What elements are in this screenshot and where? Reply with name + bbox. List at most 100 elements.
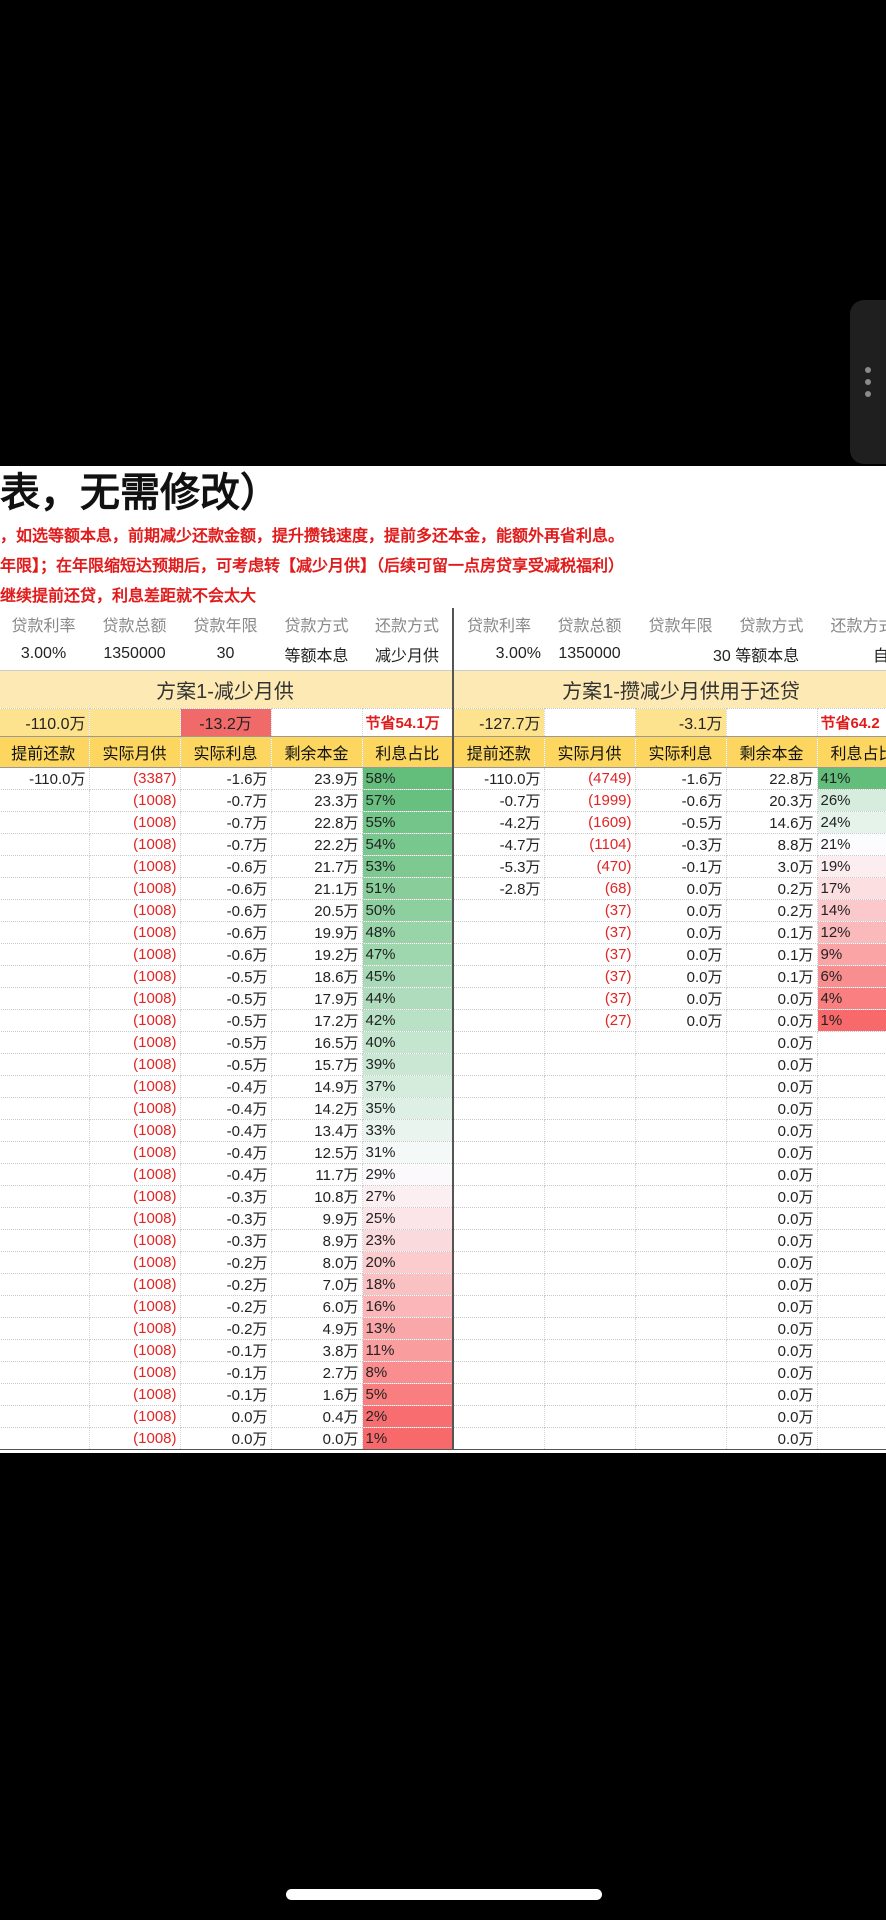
remaining-principal-cell[interactable]: 0.0万 xyxy=(726,1141,818,1164)
monthly-payment-cell[interactable]: (1008) xyxy=(89,965,181,988)
remaining-principal-cell[interactable]: 21.7万 xyxy=(271,855,363,878)
interest-ratio-cell[interactable]: 35% xyxy=(362,1097,454,1120)
prepay-cell[interactable]: -110.0万 xyxy=(453,767,545,790)
interest-cell[interactable]: -0.4万 xyxy=(180,1097,272,1120)
interest-cell[interactable] xyxy=(635,1361,727,1384)
remaining-principal-cell[interactable]: 15.7万 xyxy=(271,1053,363,1076)
monthly-payment-cell[interactable]: (68) xyxy=(544,877,636,900)
monthly-payment-cell[interactable] xyxy=(544,1361,636,1384)
interest-ratio-cell[interactable]: 45% xyxy=(362,965,454,988)
monthly-payment-cell[interactable]: (1008) xyxy=(89,1295,181,1318)
interest-cell[interactable]: -0.3万 xyxy=(635,833,727,856)
prepay-cell[interactable] xyxy=(0,1361,90,1384)
interest-ratio-cell[interactable]: 24% xyxy=(817,811,886,834)
interest-ratio-cell[interactable] xyxy=(817,1317,886,1340)
prepay-cell[interactable] xyxy=(453,1075,545,1098)
remaining-principal-cell[interactable]: 6.0万 xyxy=(271,1295,363,1318)
interest-ratio-cell[interactable]: 31% xyxy=(362,1141,454,1164)
prepay-cell[interactable] xyxy=(0,1295,90,1318)
prepay-cell[interactable] xyxy=(453,1339,545,1362)
monthly-payment-cell[interactable] xyxy=(544,1295,636,1318)
interest-ratio-cell[interactable]: 41% xyxy=(817,767,886,790)
interest-cell[interactable]: -0.3万 xyxy=(180,1185,272,1208)
monthly-payment-cell[interactable]: (1008) xyxy=(89,789,181,812)
remaining-principal-cell[interactable]: 0.0万 xyxy=(726,1075,818,1098)
monthly-payment-cell[interactable]: (1008) xyxy=(89,921,181,944)
remaining-principal-cell[interactable]: 12.5万 xyxy=(271,1141,363,1164)
monthly-payment-cell[interactable]: (1008) xyxy=(89,1207,181,1230)
prepay-cell[interactable] xyxy=(453,1009,545,1032)
remaining-principal-cell[interactable]: 0.0万 xyxy=(726,1339,818,1362)
monthly-payment-cell[interactable]: (3387) xyxy=(89,767,181,790)
interest-ratio-cell[interactable]: 12% xyxy=(817,921,886,944)
side-handle[interactable] xyxy=(850,300,886,464)
remaining-principal-cell[interactable]: 3.8万 xyxy=(271,1339,363,1362)
monthly-payment-cell[interactable]: (1104) xyxy=(544,833,636,856)
interest-cell[interactable]: -0.4万 xyxy=(180,1119,272,1142)
remaining-principal-cell[interactable]: 22.8万 xyxy=(726,767,818,790)
interest-ratio-cell[interactable]: 26% xyxy=(817,789,886,812)
interest-ratio-cell[interactable] xyxy=(817,1383,886,1406)
home-indicator[interactable] xyxy=(286,1889,602,1900)
interest-ratio-cell[interactable]: 40% xyxy=(362,1031,454,1054)
prepay-cell[interactable] xyxy=(453,943,545,966)
remaining-principal-cell[interactable]: 1.6万 xyxy=(271,1383,363,1406)
monthly-payment-cell[interactable]: (1008) xyxy=(89,1405,181,1428)
monthly-payment-cell[interactable]: (1008) xyxy=(89,877,181,900)
monthly-payment-cell[interactable] xyxy=(544,1163,636,1186)
monthly-payment-cell[interactable]: (1008) xyxy=(89,855,181,878)
prepay-cell[interactable] xyxy=(453,1427,545,1450)
years-cell[interactable]: 30 xyxy=(180,639,271,671)
prepay-cell[interactable] xyxy=(0,1427,90,1450)
remaining-principal-cell[interactable]: 10.8万 xyxy=(271,1185,363,1208)
interest-cell[interactable] xyxy=(635,1207,727,1230)
monthly-payment-cell[interactable] xyxy=(544,1097,636,1120)
prepay-cell[interactable] xyxy=(453,1097,545,1120)
monthly-payment-cell[interactable]: (37) xyxy=(544,899,636,922)
interest-cell[interactable]: -1.6万 xyxy=(635,767,727,790)
monthly-payment-cell[interactable] xyxy=(544,1339,636,1362)
interest-cell[interactable] xyxy=(635,1229,727,1252)
interest-ratio-cell[interactable]: 17% xyxy=(817,877,886,900)
interest-cell[interactable] xyxy=(635,1273,727,1296)
remaining-principal-cell[interactable]: 0.0万 xyxy=(726,1207,818,1230)
prepay-cell[interactable]: -2.8万 xyxy=(453,877,545,900)
monthly-payment-cell[interactable]: (1008) xyxy=(89,1383,181,1406)
prepay-cell[interactable] xyxy=(0,943,90,966)
remaining-principal-cell[interactable]: 4.9万 xyxy=(271,1317,363,1340)
interest-ratio-cell[interactable] xyxy=(817,1427,886,1450)
monthly-payment-cell[interactable]: (1008) xyxy=(89,1141,181,1164)
interest-cell[interactable]: -0.2万 xyxy=(180,1251,272,1274)
prepay-cell[interactable] xyxy=(0,789,90,812)
remaining-principal-cell[interactable]: 19.2万 xyxy=(271,943,363,966)
interest-ratio-cell[interactable] xyxy=(817,1229,886,1252)
prepay-cell[interactable] xyxy=(0,1383,90,1406)
interest-cell[interactable]: 0.0万 xyxy=(180,1427,272,1450)
interest-cell[interactable]: -0.2万 xyxy=(180,1295,272,1318)
prepay-cell[interactable] xyxy=(0,1339,90,1362)
interest-cell[interactable] xyxy=(635,1185,727,1208)
monthly-payment-cell[interactable]: (1008) xyxy=(89,1097,181,1120)
monthly-payment-cell[interactable]: (1008) xyxy=(89,1251,181,1274)
interest-ratio-cell[interactable] xyxy=(817,1075,886,1098)
prepay-cell[interactable] xyxy=(0,833,90,856)
remaining-principal-cell[interactable]: 0.0万 xyxy=(726,1383,818,1406)
remaining-principal-cell[interactable]: 13.4万 xyxy=(271,1119,363,1142)
remaining-principal-cell[interactable]: 0.0万 xyxy=(726,1185,818,1208)
prepay-cell[interactable] xyxy=(0,1075,90,1098)
monthly-payment-cell[interactable]: (1008) xyxy=(89,1427,181,1450)
remaining-principal-cell[interactable]: 8.8万 xyxy=(726,833,818,856)
repay-type-cell[interactable]: 自定 xyxy=(817,639,886,671)
remaining-principal-cell[interactable]: 17.9万 xyxy=(271,987,363,1010)
interest-cell[interactable]: -0.3万 xyxy=(180,1229,272,1252)
remaining-principal-cell[interactable]: 0.0万 xyxy=(726,1009,818,1032)
remaining-principal-cell[interactable]: 0.1万 xyxy=(726,965,818,988)
monthly-payment-cell[interactable] xyxy=(544,1141,636,1164)
interest-ratio-cell[interactable] xyxy=(817,1251,886,1274)
monthly-payment-cell[interactable]: (1008) xyxy=(89,1031,181,1054)
monthly-payment-cell[interactable] xyxy=(544,1031,636,1054)
interest-cell[interactable]: 0.0万 xyxy=(635,921,727,944)
remaining-principal-cell[interactable]: 0.0万 xyxy=(726,1251,818,1274)
prepay-cell[interactable] xyxy=(0,899,90,922)
interest-ratio-cell[interactable] xyxy=(817,1119,886,1142)
